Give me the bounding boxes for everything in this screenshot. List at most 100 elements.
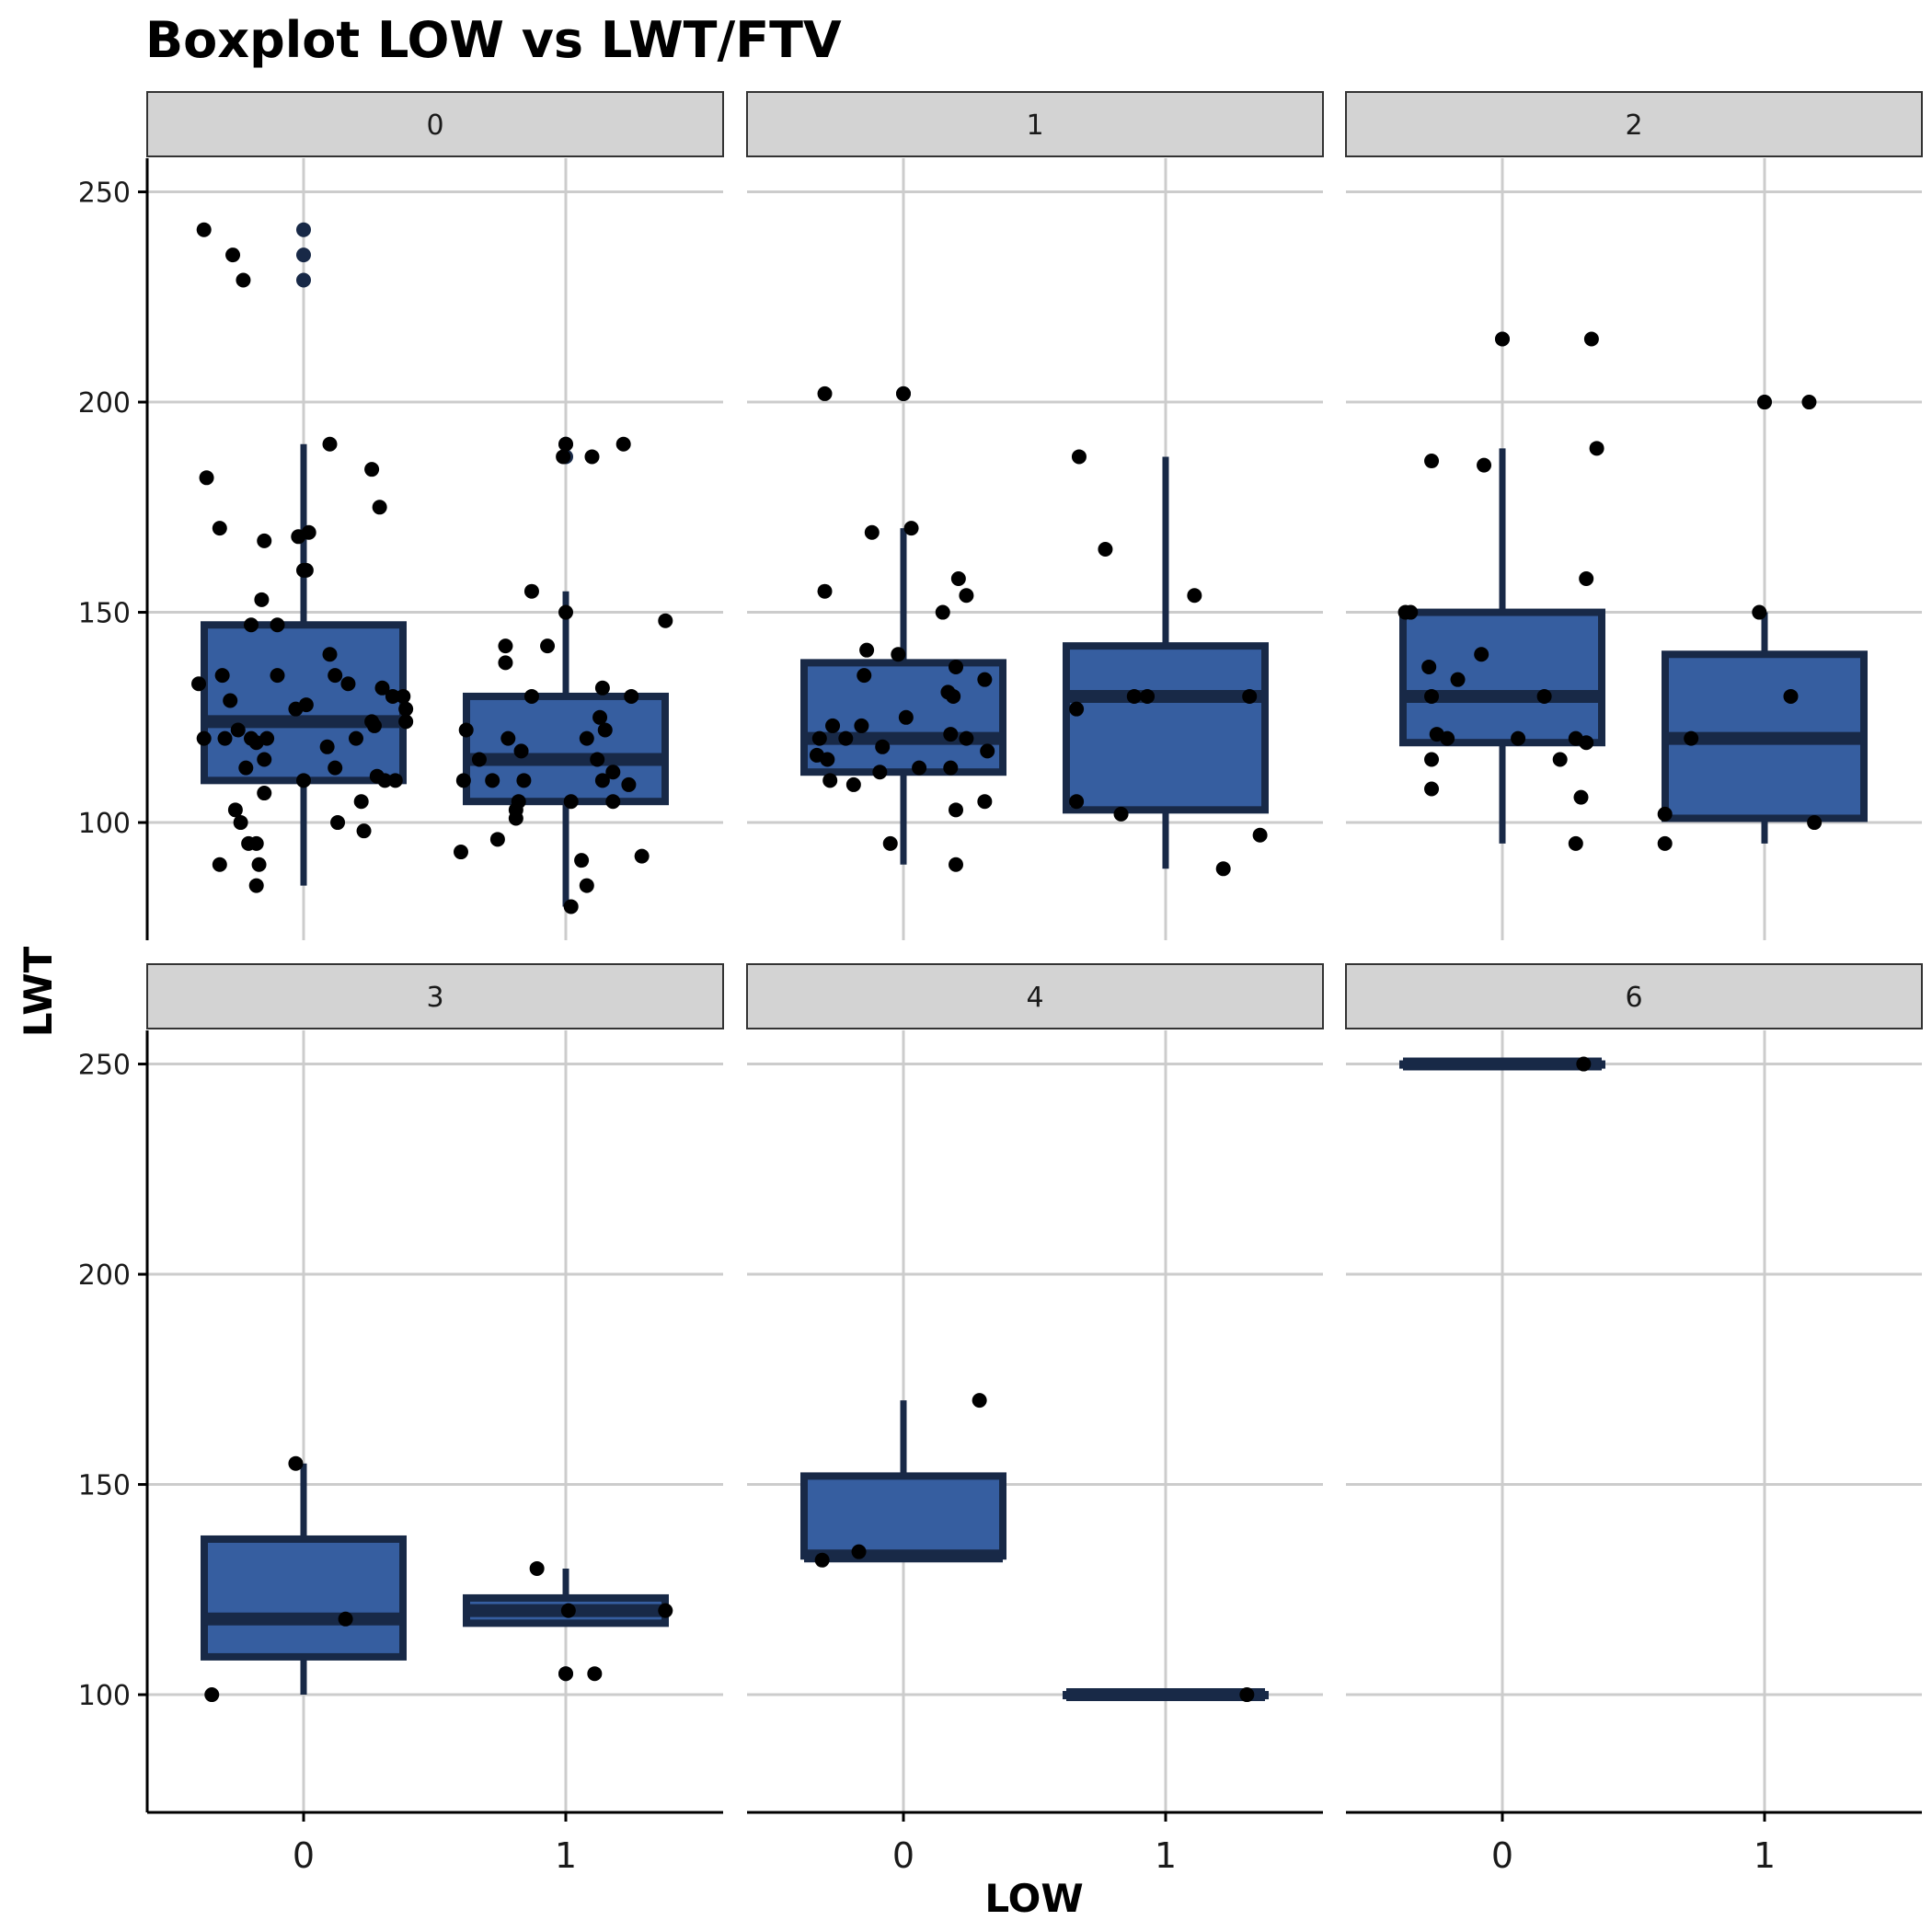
data-point [872,765,888,780]
x-tick-label: 1 [1754,1835,1776,1876]
data-point [898,709,914,725]
data-point [257,533,272,548]
data-point [223,693,238,708]
data-point [946,688,961,704]
facet-strip-label: 3 [426,982,443,1014]
data-point [579,730,594,746]
data-point [851,1544,867,1559]
facet-panel-6: 6 0 1 [1345,963,1923,1876]
data-point [340,676,356,692]
data-point [950,570,966,586]
x-tick-label: 0 [293,1835,315,1876]
data-point [1069,794,1085,810]
facet-strip [746,963,1324,1029]
data-point [364,714,380,730]
data-point [196,730,212,746]
data-point [1477,457,1492,473]
data-point [817,583,833,599]
data-point [558,604,573,620]
data-point [204,1687,220,1703]
box-body [1063,642,1269,814]
data-point [1579,570,1594,586]
data-point [523,583,539,599]
data-point [230,722,246,738]
box-body [201,1535,407,1661]
data-point [857,668,872,684]
data-point [319,739,335,754]
facet-strip [1345,963,1923,1029]
data-point [977,672,993,687]
data-point [822,773,838,788]
box-group-low-0 [800,385,1006,872]
data-point [859,642,875,658]
data-point [328,668,343,684]
data-point [1583,331,1599,347]
data-point [1440,730,1455,746]
data-point [912,760,927,776]
box-body [800,1472,1006,1560]
data-point [454,845,468,860]
data-point [980,743,995,759]
y-axis-title: LWT [16,946,61,1037]
data-point [563,899,579,914]
data-point [1242,688,1258,704]
data-point [356,823,372,839]
y-tick-label: 150 [78,1470,131,1502]
data-point [296,773,311,788]
data-point [959,730,974,746]
outlier-point [296,247,311,263]
data-point [217,730,233,746]
data-point [1098,542,1113,557]
facet-strip [1345,91,1923,157]
data-point [972,1393,987,1409]
data-point [943,727,959,742]
box-group-low-1 [1657,395,1868,851]
data-point [1576,1056,1592,1072]
data-point [455,773,471,788]
data-point [558,1666,573,1682]
data-point [605,794,621,810]
data-point [1126,688,1142,704]
data-point [882,835,898,851]
data-point [959,588,974,604]
y-tick-label: 100 [78,1680,131,1712]
y-tick-label: 150 [78,598,131,630]
data-point [1589,441,1604,456]
data-point [259,730,275,746]
data-point [301,524,316,540]
data-point [244,730,259,746]
data-point [584,449,600,465]
data-point [257,786,272,801]
facet-panel-3: 3 100 150 200 250 0 1 [78,963,724,1876]
facet-panel-0: 0 100 150 200 250 [78,91,724,940]
data-point [896,385,911,401]
facet-panel-2: 2 [1345,91,1923,940]
facet-strip-label: 0 [426,109,443,142]
data-point [811,730,827,746]
data-point [516,773,532,788]
data-point [1140,688,1156,704]
data-point [891,647,906,662]
data-point [935,604,950,620]
facet-strip-label: 2 [1625,109,1642,142]
data-point [838,730,854,746]
data-point [1113,806,1129,822]
data-point [236,272,251,288]
data-point [471,752,487,767]
data-point [1424,454,1440,469]
data-point [288,1455,304,1471]
data-point [845,776,861,792]
x-axis-title: LOW [984,1876,1083,1921]
data-point [377,773,393,788]
x-tick-label: 0 [892,1835,914,1876]
data-point [225,247,241,263]
data-point [574,853,590,868]
facet-panels: 0 100 150 200 250 1 2 3 100 150 200 250 0 1 4 0 1 6 0 1 [78,91,1923,1876]
data-point [244,617,259,633]
data-point [1657,806,1673,822]
data-point [508,811,523,826]
data-point [298,562,314,578]
data-point [875,739,891,754]
data-point [605,765,621,780]
data-point [298,697,314,713]
